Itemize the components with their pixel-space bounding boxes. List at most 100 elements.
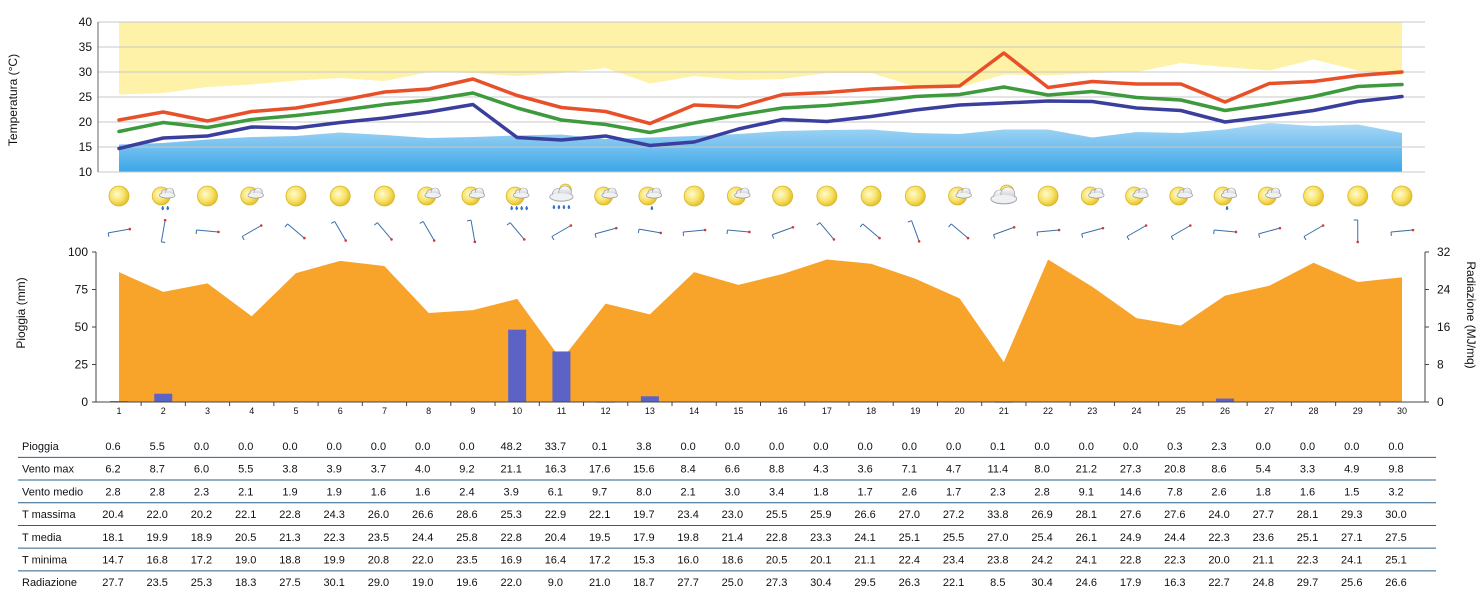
table-cell: 4.3 (813, 464, 828, 476)
table-cell: 22.8 (1120, 555, 1141, 567)
table-cell: 26.0 (368, 509, 389, 521)
table-cell: 1.7 (857, 486, 872, 498)
sun-icon (285, 185, 307, 207)
table-cell: 30.4 (810, 577, 831, 589)
table-cell: 2.8 (1034, 486, 1049, 498)
table-cell: 17.9 (633, 532, 654, 544)
table-cell: 8.8 (769, 464, 784, 476)
sun-cloud-rain-icon (151, 186, 176, 211)
table-cell: 25.1 (1385, 555, 1406, 567)
rain-tick-label: 75 (75, 283, 89, 297)
table-cell: 23.4 (943, 555, 964, 567)
table-cell: 8.5 (990, 577, 1005, 589)
sun-cloud-heavy-rain-icon (505, 186, 530, 211)
sun-cloud-icon (594, 186, 618, 206)
table-cell: 8.7 (150, 464, 165, 476)
table-cell: 2.6 (902, 486, 917, 498)
temperature-tick-label: 15 (79, 140, 93, 154)
table-row-label: Vento max (22, 464, 74, 476)
table-cell: 25.5 (943, 532, 964, 544)
day-tick-label: 24 (1132, 406, 1142, 416)
table-cell: 7.8 (1167, 486, 1182, 498)
wind-arrow-icon (948, 223, 970, 240)
table-cell: 0.0 (238, 441, 253, 453)
weather-icons-row (108, 183, 1413, 211)
sun-icon (1347, 185, 1369, 207)
table-cell: 23.5 (147, 577, 168, 589)
day-tick-label: 5 (293, 406, 298, 416)
table-cell: 0.1 (990, 441, 1005, 453)
sun-icon (1391, 185, 1413, 207)
sun-icon (329, 185, 351, 207)
table-cell: 7.1 (902, 464, 917, 476)
table-cell: 3.7 (371, 464, 386, 476)
rain-tick-label: 25 (75, 358, 89, 372)
table-cell: 9.1 (1079, 486, 1094, 498)
table-cell: 0.0 (1300, 441, 1315, 453)
table-cell: 2.1 (680, 486, 695, 498)
table-cell: 18.7 (633, 577, 654, 589)
table-cell: 33.8 (987, 509, 1008, 521)
table-cell: 18.6 (722, 555, 743, 567)
table-cell: 30.0 (1385, 509, 1406, 521)
wind-arrow-icon (284, 223, 306, 240)
sun-cloud-icon (417, 186, 441, 206)
day-tick-label: 7 (382, 406, 387, 416)
wind-arrow-icon (637, 228, 663, 235)
day-tick-label: 11 (557, 406, 566, 416)
rain-bar (552, 351, 571, 402)
table-cell: 0.0 (680, 441, 695, 453)
table-cell: 25.3 (500, 509, 521, 521)
table-row-label: T massima (22, 509, 76, 521)
radiation-y-axis: 0 8 16 24 32 (1424, 245, 1451, 409)
table-cell: 8.4 (680, 464, 695, 476)
table-cell: 26.6 (1385, 577, 1406, 589)
table-cell: 19.8 (677, 532, 698, 544)
table-cell: 18.9 (191, 532, 212, 544)
table-row-label: Pioggia (22, 441, 60, 453)
table-cell: 8.0 (636, 486, 651, 498)
wind-arrow-icon (1081, 226, 1105, 238)
table-cell: 28.1 (1076, 509, 1097, 521)
rain-bar (154, 393, 173, 402)
table-cell: 0.1 (592, 441, 607, 453)
table-cell: 2.8 (150, 486, 165, 498)
day-tick-label: 3 (205, 406, 210, 416)
table-cell: 22.3 (323, 532, 344, 544)
wind-arrow-icon (160, 218, 167, 244)
table-cell: 21.0 (589, 577, 610, 589)
table-cell: 25.0 (722, 577, 743, 589)
table-cell: 2.3 (194, 486, 209, 498)
table-cell: 2.4 (459, 486, 474, 498)
table-cell: 0.0 (1079, 441, 1094, 453)
sun-cloud-icon (726, 186, 751, 206)
wind-arrow-icon (241, 224, 263, 241)
table-cell: 0.0 (1256, 441, 1271, 453)
table-cell: 19.9 (147, 532, 168, 544)
table-cell: 29.3 (1341, 509, 1362, 521)
sun-icon (197, 185, 218, 207)
sun-cloud-icon (1257, 186, 1282, 206)
table-cell: 6.1 (548, 486, 563, 498)
table-cell: 17.2 (191, 555, 212, 567)
table-cell: 23.6 (1253, 532, 1274, 544)
table-cell: 14.6 (1120, 486, 1141, 498)
rain-bar (1216, 398, 1235, 402)
table-cell: 25.8 (456, 532, 477, 544)
table-cell: 3.8 (282, 464, 297, 476)
sun-cloud-light-rain-icon (638, 186, 662, 211)
table-row-label: T minima (22, 555, 68, 567)
rain-tick-label: 100 (68, 245, 88, 259)
sun-cloud-icon (948, 186, 972, 206)
table-cell: 23.3 (810, 532, 831, 544)
table-cell: 23.5 (456, 555, 477, 567)
day-tick-label: 26 (1220, 406, 1230, 416)
table-cell: 3.6 (857, 464, 872, 476)
table-cell: 33.7 (545, 441, 566, 453)
sun-cloud-icon (240, 186, 264, 206)
table-cell: 2.8 (105, 486, 120, 498)
table-cell: 24.4 (412, 532, 433, 544)
table-cell: 24.4 (1164, 532, 1185, 544)
table-cell: 26.6 (412, 509, 433, 521)
